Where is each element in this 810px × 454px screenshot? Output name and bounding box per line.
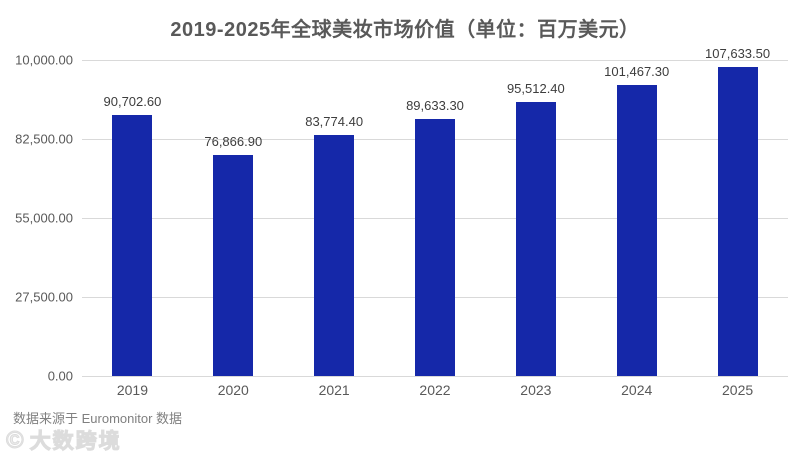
y-axis-tick-label: 10,000.00 — [15, 52, 73, 68]
x-axis-category-label: 2022 — [419, 382, 451, 398]
watermark-text: 大数跨境 — [29, 429, 122, 453]
bar — [616, 84, 657, 376]
x-axis-category-label: 2024 — [621, 382, 653, 398]
bar-slot: 76,866.90 2020 — [183, 60, 284, 398]
bar-value-label: 90,702.60 — [103, 94, 162, 110]
bar-value-label: 95,512.40 — [506, 80, 565, 96]
bar-value-label: 76,866.90 — [204, 134, 263, 150]
bar-value-label: 107,633.50 — [705, 45, 771, 61]
bar-value-label: 89,633.30 — [406, 97, 464, 113]
bar — [717, 66, 758, 376]
x-axis-category-label: 2021 — [318, 382, 350, 398]
bar — [213, 155, 254, 376]
y-axis-tick-label: 55,000.00 — [15, 210, 73, 226]
bar-value-label: 83,774.40 — [305, 114, 364, 130]
watermark: © 大数跨境 — [6, 427, 122, 454]
source-note: 数据来源于 Euromonitor 数据 — [13, 411, 183, 426]
bar-slot: 89,633.30 2022 — [385, 60, 486, 398]
y-axis-tick-label: 27,500.00 — [15, 289, 73, 305]
bar-slot: 90,702.60 2019 — [82, 60, 183, 398]
x-axis-category-label: 2019 — [116, 382, 148, 398]
bar-slot: 101,467.30 2024 — [586, 60, 687, 398]
chart-title: 2019-2025年全球美妆市场价值（单位：百万美元） — [170, 19, 640, 41]
bar-slots: 90,702.60 2019 76,866.90 2020 83,774.40 2021 8… — [82, 46, 788, 398]
bar-slot: 107,633.50 2025 — [687, 46, 788, 398]
x-axis-category-label: 2020 — [217, 382, 249, 398]
watermark-logo-icon: © — [6, 427, 26, 454]
bar-value-label: 101,467.30 — [604, 63, 670, 79]
bar — [415, 118, 455, 376]
plot-area: 10,000.00 82,500.00 55,000.00 27,500.00 0.00… — [15, 46, 788, 398]
bar — [314, 135, 355, 376]
gridline: 10,000.00 — [15, 53, 788, 68]
y-axis-tick-label: 82,500.00 — [15, 131, 73, 147]
x-axis-category-label: 2023 — [520, 382, 552, 398]
y-axis-tick-label: 0.00 — [47, 368, 73, 384]
bar-slot: 83,774.40 2021 — [284, 60, 385, 398]
gridline: 0.00 — [48, 369, 788, 384]
bar-slot: 95,512.40 2023 — [485, 60, 586, 398]
bar — [515, 101, 556, 376]
bar — [112, 115, 153, 376]
x-axis-category-label: 2025 — [722, 382, 754, 398]
